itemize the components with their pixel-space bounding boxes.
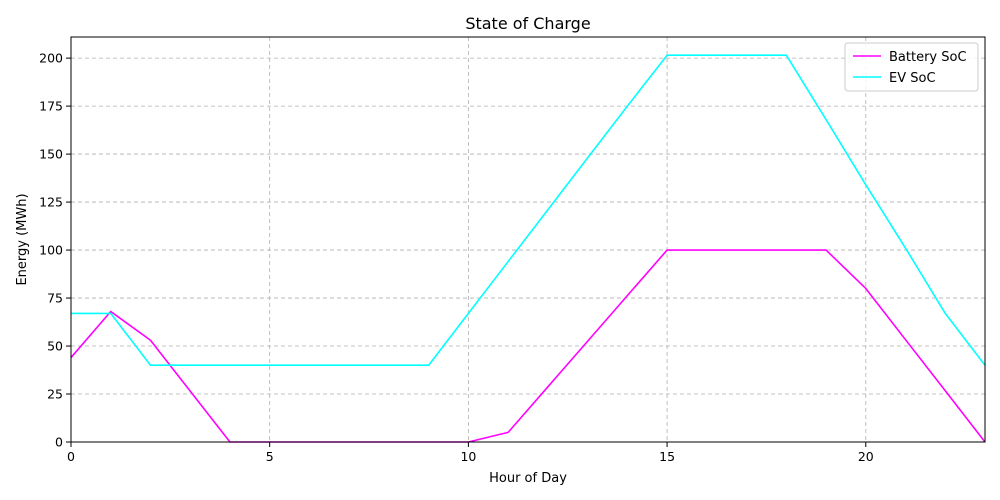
x-tick-label: 15	[659, 449, 675, 464]
y-axis-label: Energy (MWh)	[15, 193, 30, 285]
y-tick-label: 50	[47, 339, 63, 354]
y-tick-label: 100	[39, 243, 63, 258]
series-lines	[70, 54, 986, 443]
y-tick-label: 0	[55, 435, 63, 450]
chart-title: State of Charge	[465, 14, 590, 33]
y-tick-label: 175	[39, 99, 63, 114]
y-tick-label: 150	[39, 147, 63, 162]
legend-box	[844, 42, 979, 92]
legend-label-ev-soc: EV SoC	[889, 71, 936, 86]
x-tick-label: 20	[858, 449, 874, 464]
y-tick-label: 125	[39, 195, 63, 210]
plot-frame	[70, 36, 986, 443]
y-tick-label: 75	[47, 291, 63, 306]
y-tick-label: 25	[47, 387, 63, 402]
x-axis-label: Hour of Day	[489, 471, 567, 486]
series-line-ev-soc	[71, 54, 986, 367]
series-line-battery-soc	[70, 249, 986, 443]
grid	[70, 37, 985, 443]
x-tick-label: 0	[67, 449, 75, 464]
x-tick-label: 10	[460, 449, 476, 464]
legend-label-battery-soc: Battery SoC	[889, 50, 967, 65]
legend: Battery SoC EV SoC	[844, 42, 979, 92]
x-tick-label: 5	[266, 449, 274, 464]
y-tick-label: 200	[39, 51, 63, 66]
